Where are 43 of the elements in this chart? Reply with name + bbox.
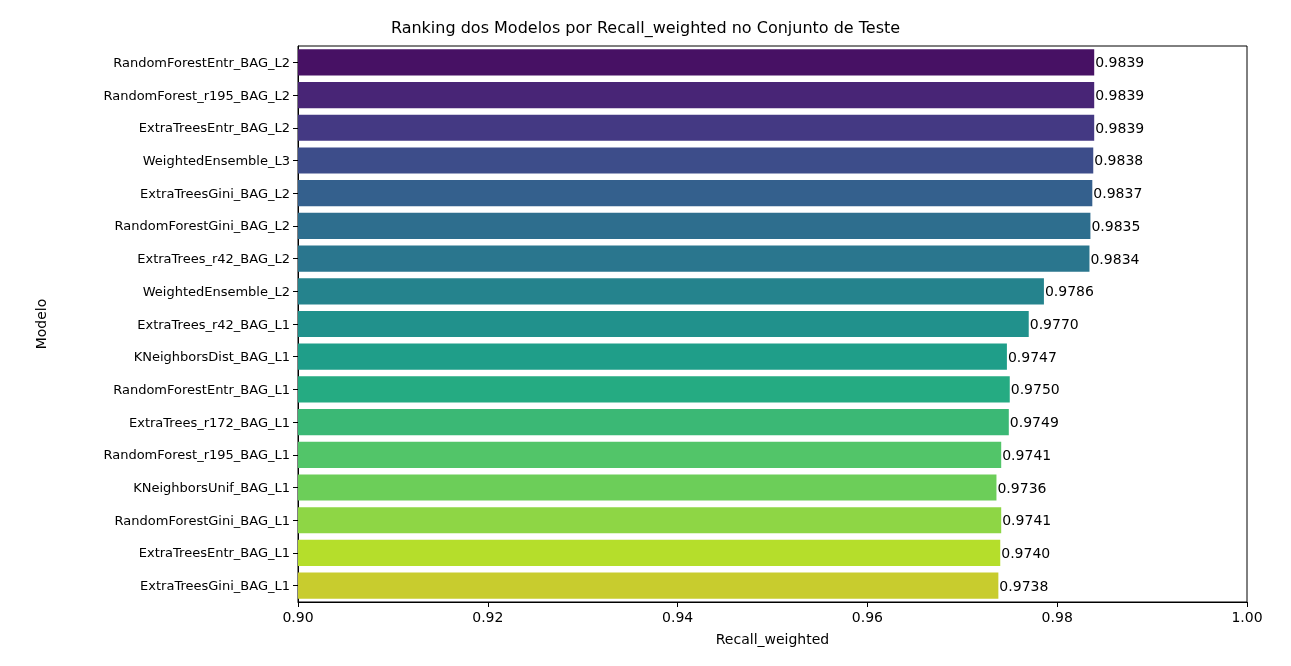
data-label: 0.9770 xyxy=(1029,316,1079,332)
y-axis-title: Modelo xyxy=(33,298,49,350)
y-tick-label: ExtraTreesEntr_BAG_L1 xyxy=(138,545,290,561)
data-label: 0.9750 xyxy=(1010,381,1060,398)
x-axis-title: Recall_weighted xyxy=(715,631,830,647)
x-tick-label: 0.92 xyxy=(472,609,504,625)
y-tick-label: RandomForestEntr_BAG_L2 xyxy=(113,54,290,70)
y-tick-label: RandomForest_r195_BAG_L2 xyxy=(103,87,290,103)
chart-title: Ranking dos Modelos por Recall_weighted no Conjunto de Teste xyxy=(390,17,901,38)
y-tick-label: RandomForest_r195_BAG_L1 xyxy=(103,447,290,463)
data-label: 0.9741 xyxy=(1002,446,1052,463)
x-tick-label: 0.96 xyxy=(851,609,884,625)
data-label: 0.9736 xyxy=(997,479,1047,496)
y-tick-label: ExtraTreesGini_BAG_L1 xyxy=(140,578,290,594)
data-label: 0.9839 xyxy=(1095,87,1145,104)
y-tick-label: RandomForestEntr_BAG_L1 xyxy=(113,381,290,397)
x-tick-label: 0.94 xyxy=(662,609,694,625)
x-tick-label: 0.90 xyxy=(282,609,314,625)
y-tick-label: KNeighborsUnif_BAG_L1 xyxy=(133,480,290,496)
y-tick-label: RandomForestGini_BAG_L2 xyxy=(114,218,290,234)
data-label: 0.9738 xyxy=(999,577,1049,594)
y-tick-label: ExtraTrees_r172_BAG_L1 xyxy=(128,414,290,430)
x-tick-label: 0.98 xyxy=(1041,609,1073,625)
data-label: 0.9835 xyxy=(1091,217,1141,234)
y-tick-label: RandomForestGini_BAG_L1 xyxy=(114,512,290,528)
y-tick-label: ExtraTrees_r42_BAG_L1 xyxy=(137,316,290,332)
data-label: 0.9786 xyxy=(1044,283,1094,300)
y-tick-label: ExtraTreesEntr_BAG_L2 xyxy=(138,120,290,136)
y-tick-label: ExtraTrees_r42_BAG_L2 xyxy=(137,251,290,267)
x-tick-label: 1.00 xyxy=(1231,609,1263,625)
data-label: 0.9838 xyxy=(1094,152,1144,169)
data-label: 0.9749 xyxy=(1009,414,1059,431)
data-label: 0.9740 xyxy=(1001,544,1051,561)
y-tick-label: WeightedEnsemble_L3 xyxy=(142,152,290,168)
data-label: 0.9834 xyxy=(1090,250,1140,267)
data-label: 0.9747 xyxy=(1007,348,1057,365)
data-label: 0.9837 xyxy=(1093,185,1143,202)
y-tick-label: WeightedEnsemble_L2 xyxy=(142,283,290,299)
y-tick-label: KNeighborsDist_BAG_L1 xyxy=(133,349,290,365)
data-label: 0.9741 xyxy=(1002,512,1052,529)
data-label: 0.9839 xyxy=(1095,54,1145,71)
data-label: 0.9839 xyxy=(1095,119,1145,136)
y-tick-label: ExtraTreesGini_BAG_L2 xyxy=(140,185,290,201)
